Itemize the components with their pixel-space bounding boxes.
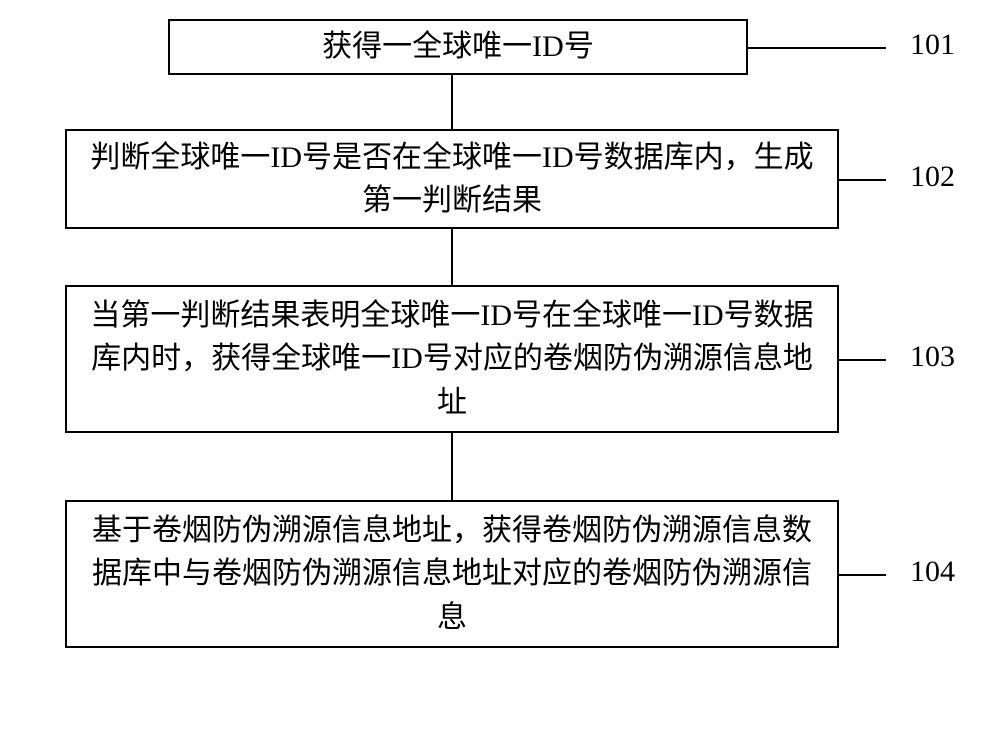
flow-step-4-text: 基于卷烟防伪溯源信息地址，获得卷烟防伪溯源信息数据库中与卷烟防伪溯源信息地址对应…	[67, 503, 837, 646]
lead-line-2	[839, 179, 886, 181]
connector-3-4	[451, 433, 453, 500]
lead-line-4	[839, 574, 886, 576]
flow-step-1: 获得一全球唯一ID号	[168, 19, 748, 75]
step-label-1: 101	[910, 28, 955, 62]
flow-step-2-text: 判断全球唯一ID号是否在全球唯一ID号数据库内，生成第一判断结果	[67, 130, 837, 229]
flow-step-3: 当第一判断结果表明全球唯一ID号在全球唯一ID号数据库内时，获得全球唯一ID号对…	[65, 285, 839, 433]
step-label-4: 104	[910, 555, 955, 589]
step-label-2: 102	[910, 160, 955, 194]
flow-step-3-text: 当第一判断结果表明全球唯一ID号在全球唯一ID号数据库内时，获得全球唯一ID号对…	[67, 288, 837, 431]
connector-1-2	[451, 75, 453, 129]
connector-2-3	[451, 229, 453, 285]
flow-step-1-text: 获得一全球唯一ID号	[308, 19, 608, 75]
step-label-3: 103	[910, 340, 955, 374]
lead-line-1	[748, 47, 886, 49]
flow-step-4: 基于卷烟防伪溯源信息地址，获得卷烟防伪溯源信息数据库中与卷烟防伪溯源信息地址对应…	[65, 500, 839, 648]
lead-line-3	[839, 359, 886, 361]
flow-step-2: 判断全球唯一ID号是否在全球唯一ID号数据库内，生成第一判断结果	[65, 129, 839, 229]
